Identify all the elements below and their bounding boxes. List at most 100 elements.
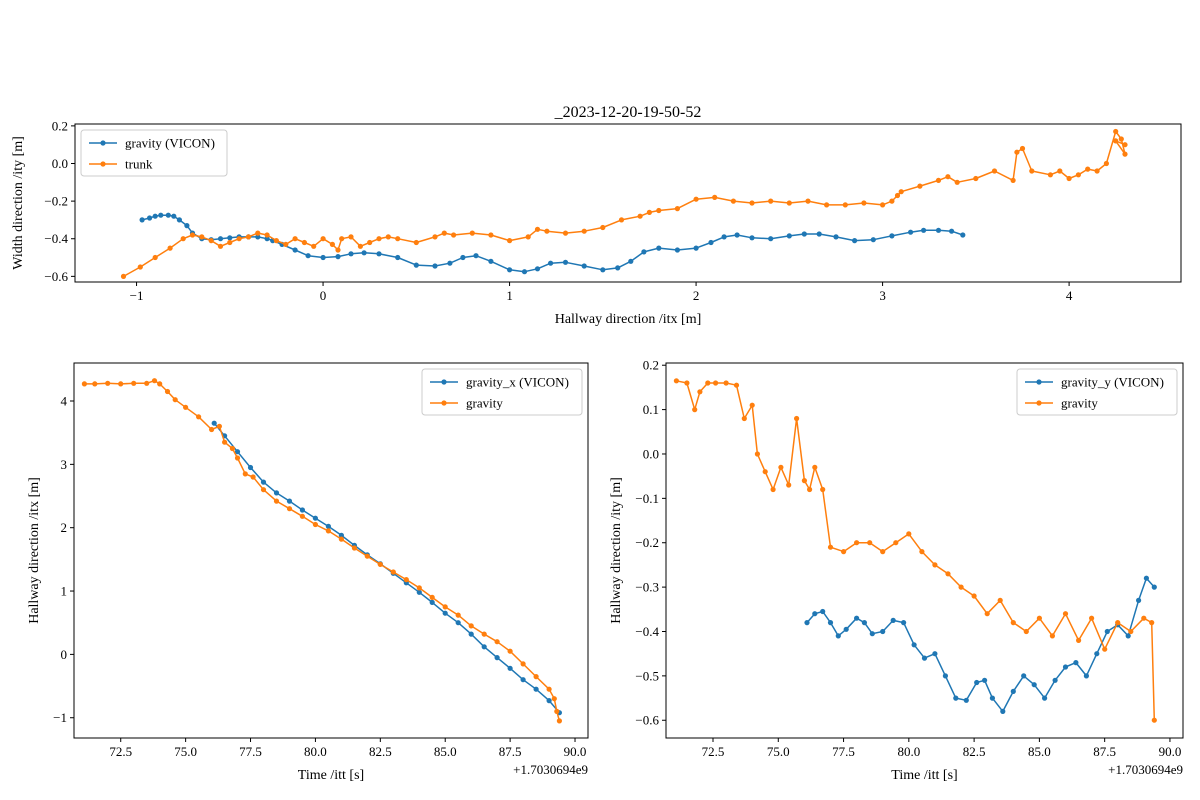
- data-point: [312, 515, 318, 521]
- data-point: [395, 254, 401, 261]
- data-point: [637, 213, 643, 219]
- data-point: [255, 234, 261, 240]
- data-point: [919, 549, 925, 555]
- data-point: [949, 228, 955, 234]
- data-point: [827, 620, 834, 626]
- legend-entry-label: gravity (VICON): [125, 136, 215, 151]
- y-tick-label: 0.2: [643, 358, 659, 373]
- data-point: [852, 238, 858, 244]
- data-point: [1094, 168, 1100, 174]
- data-point: [377, 561, 383, 568]
- data-point: [628, 258, 634, 264]
- data-point: [1049, 633, 1055, 639]
- data-point: [1115, 620, 1121, 626]
- data-point: [165, 212, 171, 218]
- data-point: [861, 620, 868, 626]
- data-point: [361, 250, 367, 256]
- legend: gravity_x (VICON) gravity: [421, 368, 583, 416]
- data-point: [880, 549, 886, 555]
- data-point: [768, 236, 774, 242]
- data-point: [1042, 695, 1048, 701]
- data-point: [367, 239, 373, 246]
- legend: gravity (VICON) trunk: [80, 129, 228, 177]
- data-point: [534, 226, 541, 232]
- data-point: [167, 245, 173, 251]
- legend-entry-label: gravity: [1061, 396, 1098, 411]
- data-point: [432, 234, 438, 240]
- data-point: [1141, 615, 1147, 621]
- data-point: [1151, 717, 1157, 723]
- x-tick-label: 82.5: [963, 744, 986, 759]
- data-point: [338, 536, 344, 542]
- data-point: [455, 612, 461, 618]
- data-point: [820, 486, 826, 493]
- data-point: [1122, 151, 1128, 157]
- data-point: [488, 232, 494, 238]
- data-point: [778, 464, 784, 470]
- chart-title: _2023-12-20-19-50-52: [554, 104, 702, 121]
- data-point: [222, 439, 228, 445]
- data-point: [749, 235, 755, 241]
- data-point: [842, 202, 848, 208]
- data-point: [260, 479, 267, 485]
- data-point: [390, 569, 396, 575]
- data-point: [1062, 611, 1069, 617]
- x-tick-label: 72.5: [109, 744, 132, 759]
- data-point: [551, 696, 557, 702]
- data-point: [991, 168, 998, 174]
- data-point: [481, 644, 487, 650]
- data-point: [794, 415, 800, 422]
- legend-box: [1016, 368, 1178, 416]
- data-point: [749, 200, 755, 206]
- data-point: [488, 258, 494, 264]
- data-point: [247, 464, 254, 471]
- data-point: [189, 232, 196, 238]
- plot-area: [673, 378, 1157, 723]
- x-axis-label: Time /itt [s]: [891, 768, 957, 783]
- x-tick-label: 77.5: [239, 744, 262, 759]
- y-tick-label: −0.2: [635, 535, 659, 550]
- x-tick-label: 77.5: [832, 744, 855, 759]
- data-point: [1021, 673, 1027, 679]
- legend-swatch-marker: [441, 379, 447, 385]
- data-point: [152, 254, 158, 261]
- data-point: [1128, 628, 1134, 635]
- y-tick-label: −0.6: [635, 713, 659, 728]
- y-tick-label: −0.1: [635, 491, 659, 506]
- data-point: [283, 241, 289, 247]
- data-point: [292, 247, 298, 253]
- data-point: [1089, 615, 1095, 621]
- data-point: [708, 239, 714, 246]
- legend-swatch-marker: [1036, 379, 1042, 385]
- data-point: [520, 677, 526, 683]
- data-point: [692, 407, 698, 413]
- data-point: [364, 553, 370, 559]
- data-point: [236, 236, 242, 242]
- data-point: [312, 521, 318, 528]
- data-point: [429, 599, 435, 606]
- data-point: [901, 620, 907, 626]
- data-point: [209, 426, 215, 433]
- data-point: [473, 253, 479, 259]
- data-point: [325, 528, 331, 534]
- legend-entry-label: trunk: [125, 157, 153, 172]
- data-point: [546, 686, 552, 692]
- data-point: [1019, 145, 1026, 152]
- data-point: [786, 233, 792, 239]
- data-point: [656, 245, 662, 251]
- data-point: [697, 389, 703, 395]
- data-point: [494, 639, 500, 645]
- data-point: [960, 232, 966, 238]
- data-point: [335, 247, 341, 253]
- data-point: [292, 236, 298, 242]
- axes-frame: [665, 362, 1184, 739]
- data-point: [618, 217, 625, 223]
- data-point: [335, 254, 341, 260]
- data-point: [413, 262, 419, 268]
- data-point: [1023, 628, 1029, 635]
- data-point: [385, 234, 391, 240]
- data-point: [273, 490, 280, 496]
- data-point: [176, 217, 182, 223]
- data-point: [158, 212, 164, 218]
